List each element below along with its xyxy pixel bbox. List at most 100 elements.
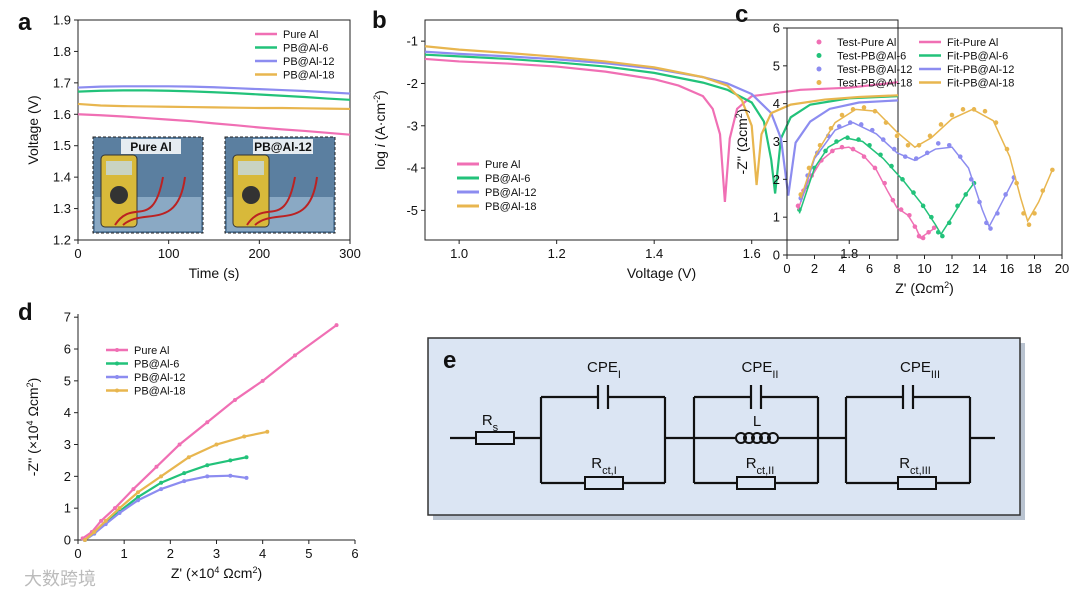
label-part: ) (25, 378, 41, 383)
component-label: CPEI (587, 359, 621, 381)
data-point (136, 498, 141, 503)
legend-label: PB@Al-12 (134, 372, 186, 384)
y-label: log i (A·cm-2) (372, 90, 388, 170)
component-symbol: R (746, 455, 757, 472)
legend-label: Test-PB@Al-18 (837, 78, 912, 90)
y-tick-label: 7 (64, 310, 71, 325)
series-line (800, 121, 1015, 229)
label-part: log (372, 147, 388, 170)
x-tick-label: 0 (74, 246, 81, 261)
component-subscript: s (493, 422, 499, 434)
data-point (205, 474, 210, 479)
y-tick-label: 5 (773, 58, 780, 73)
label-part: -Z'' (Ωcm (734, 118, 750, 174)
data-point (244, 455, 249, 460)
component-symbol: L (753, 413, 761, 430)
data-point (894, 133, 900, 139)
series-line (800, 108, 1054, 223)
meter-screen (106, 161, 132, 175)
y-tick-label: 3 (64, 437, 71, 452)
y-tick-label: 5 (64, 373, 71, 388)
x-tick-label: 4 (838, 261, 845, 276)
inductor-coil (743, 432, 755, 444)
x-tick-label: 12 (945, 261, 959, 276)
series-line (424, 50, 899, 196)
inset-label: PB@Al-12 (254, 140, 312, 154)
y-tick-label: 4 (64, 405, 71, 420)
legend-swatch-marker (115, 361, 119, 366)
data-point (292, 353, 297, 358)
x-tick-label: 6 (351, 546, 358, 561)
data-point (982, 108, 988, 114)
legend-swatch-marker (115, 388, 119, 393)
label-part: ) (372, 90, 388, 95)
data-point (232, 397, 237, 402)
legend-label: Fit-Pure Al (947, 37, 998, 49)
x-tick-label: 0 (74, 546, 81, 561)
data-point (136, 490, 141, 495)
inset-label-bg (121, 139, 181, 154)
data-point (334, 323, 339, 328)
legend-label: PB@Al-18 (283, 70, 335, 82)
data-point (228, 458, 233, 463)
x-tick-label: 14 (972, 261, 986, 276)
plot-frame (77, 19, 351, 241)
x-tick-label: 1.6 (743, 246, 761, 261)
component-label: Rct,I (591, 455, 617, 477)
wire (692, 395, 820, 485)
data-point (205, 463, 210, 468)
y-tick-label: -1 (406, 34, 418, 49)
legend-label: Pure Al (283, 29, 318, 41)
legend-label: Fit-PB@Al-6 (947, 51, 1008, 63)
label-part: -Z'' (×10 (25, 425, 41, 476)
inductor-coil (767, 432, 779, 444)
panel-label: b (372, 7, 387, 34)
data-point (159, 474, 164, 479)
component-subscript: ct,I (602, 465, 617, 477)
y-tick-label: -4 (406, 161, 418, 176)
y-label: -Z'' (Ωcm2) (734, 109, 750, 175)
x-tick-label: 20 (1055, 261, 1069, 276)
data-point (159, 480, 164, 485)
legend-label: PB@Al-12 (283, 56, 335, 68)
y-tick-label: 6 (773, 21, 780, 36)
label-part: i (372, 143, 388, 147)
x-tick-label: 3 (213, 546, 220, 561)
legend-label: PB@Al-18 (485, 201, 537, 213)
data-point (214, 442, 219, 447)
y-tick-label: 0 (773, 248, 780, 263)
y-tick-label: 4 (773, 96, 780, 111)
x-tick-label: 16 (1000, 261, 1014, 276)
data-point (82, 538, 87, 542)
panel-label: c (735, 1, 748, 28)
inductor-coil (759, 432, 771, 444)
legend-label: Test-PB@Al-12 (837, 64, 912, 76)
series-line (84, 456, 247, 541)
data-point (244, 475, 249, 480)
data-point (242, 434, 247, 439)
resistor (475, 431, 515, 445)
label-part: 2 (944, 280, 949, 290)
legend-label: PB@Al-6 (283, 43, 328, 55)
y-tick-label: 1.5 (53, 138, 71, 153)
data-point (117, 510, 122, 515)
y-label: -Z'' (×104 Ωcm2) (25, 378, 41, 477)
y-tick-label: 2 (64, 469, 71, 484)
wire (596, 385, 610, 409)
y-tick-label: 0 (64, 533, 71, 548)
data-point (935, 141, 941, 146)
label-part: 2 (734, 113, 744, 118)
data-point (182, 479, 187, 484)
label-part: 4 (25, 420, 35, 425)
label-part: ) (734, 109, 750, 114)
x-tick-label: 6 (866, 261, 873, 276)
series-line (77, 89, 351, 101)
x-tick-label: 8 (893, 261, 900, 276)
data-point (228, 473, 233, 478)
series-line (797, 146, 935, 240)
x-tick-label: 5 (305, 546, 312, 561)
series-line (77, 102, 351, 111)
legend-label: PB@Al-12 (485, 187, 537, 199)
